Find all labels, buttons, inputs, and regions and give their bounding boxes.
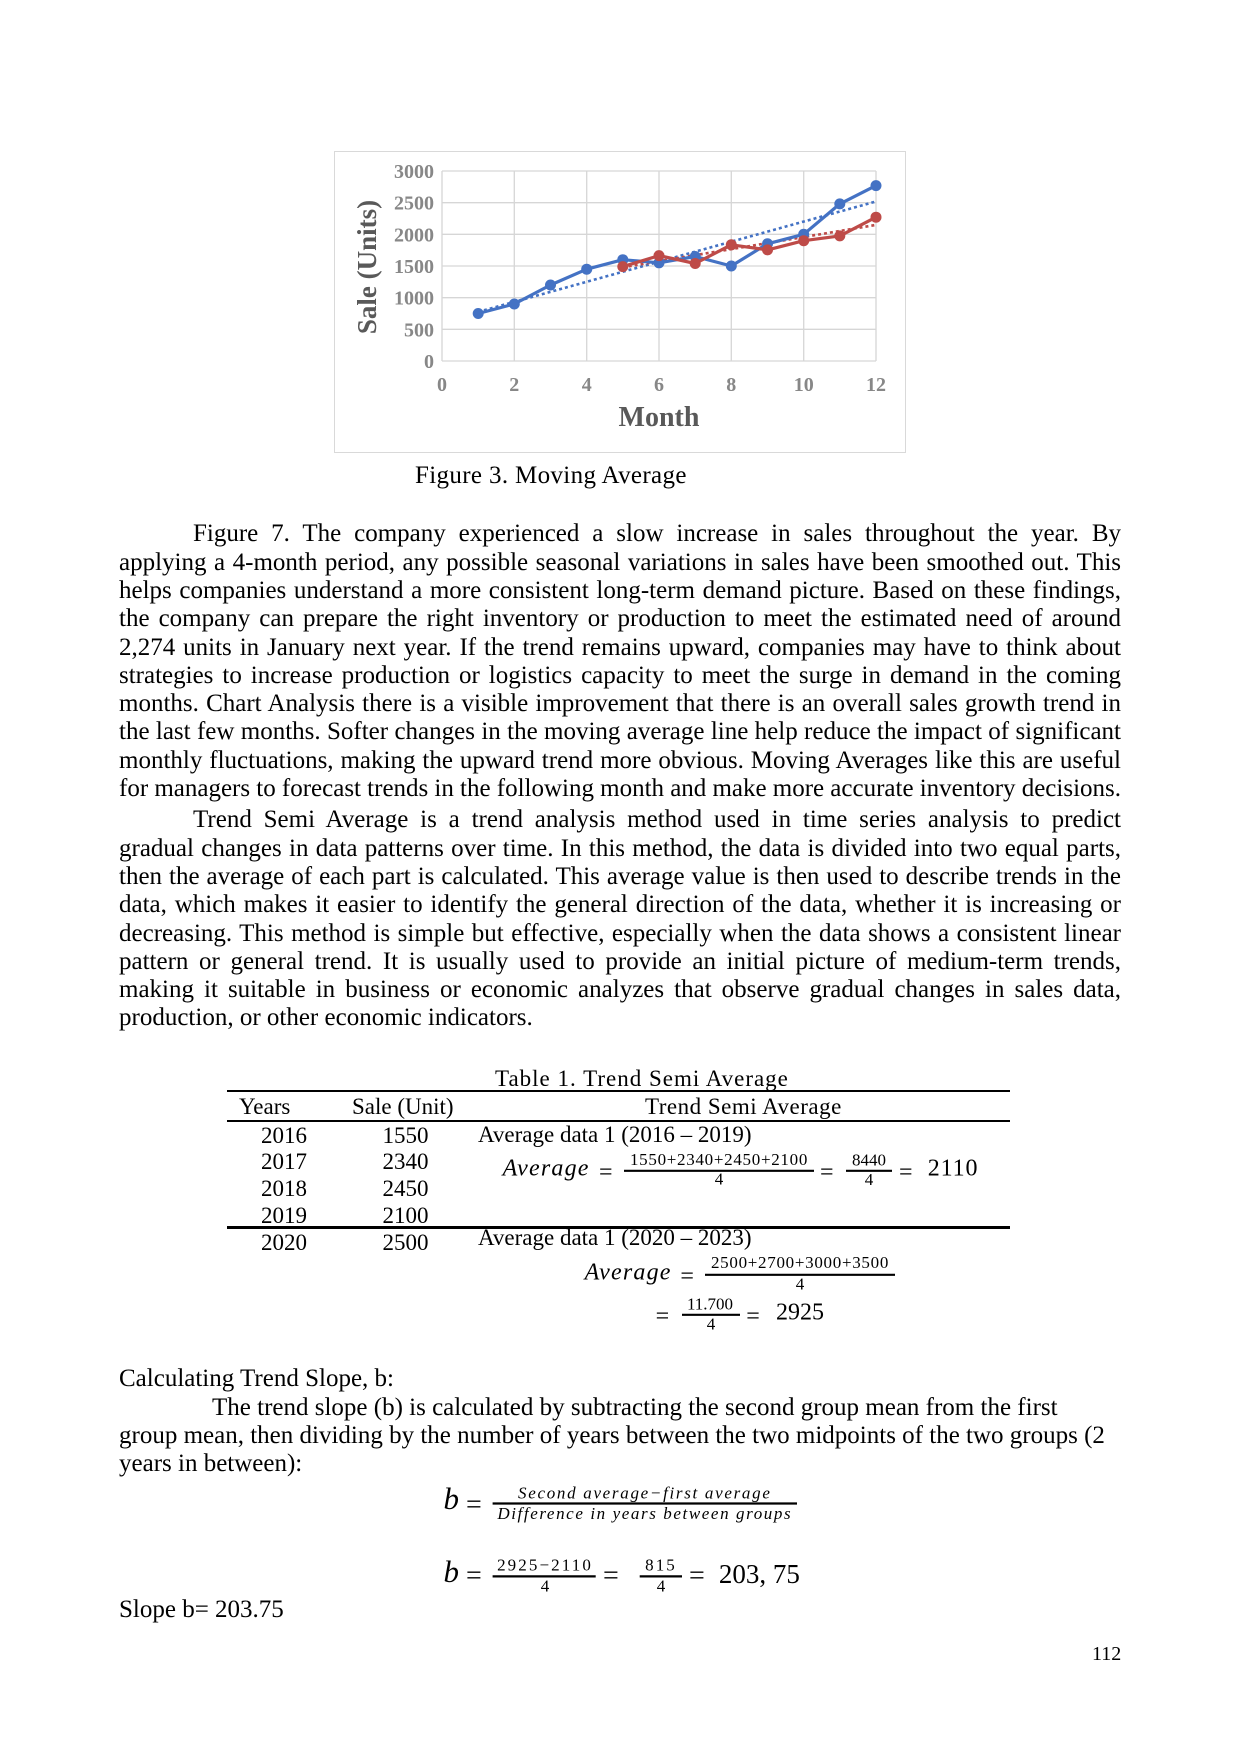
svg-text:500: 500	[404, 319, 434, 341]
svg-text:1500: 1500	[394, 256, 434, 278]
svg-text:=: =	[820, 1159, 834, 1185]
svg-text:=: =	[746, 1303, 760, 1329]
svg-text:Average: Average	[583, 1260, 672, 1286]
svg-text:Sale (Units): Sale (Units)	[352, 200, 382, 334]
svg-text:2925−2110: 2925−2110	[497, 1555, 593, 1574]
svg-text:=: =	[466, 1489, 482, 1520]
svg-text:8: 8	[726, 374, 736, 396]
svg-text:4: 4	[541, 1577, 550, 1596]
svg-text:0: 0	[424, 351, 434, 373]
svg-text:2500: 2500	[394, 193, 434, 215]
svg-text:1550+2340+2450+2100: 1550+2340+2450+2100	[630, 1150, 808, 1169]
svg-text:4: 4	[715, 1170, 724, 1189]
svg-text:b: b	[444, 1481, 460, 1516]
svg-text:b: b	[444, 1554, 460, 1589]
svg-text:=: =	[656, 1303, 670, 1329]
svg-text:11.700: 11.700	[687, 1294, 733, 1313]
svg-text:815: 815	[645, 1555, 677, 1574]
svg-text:3000: 3000	[394, 161, 434, 183]
svg-text:2500+2700+3000+3500: 2500+2700+3000+3500	[711, 1253, 889, 1272]
svg-text:4: 4	[707, 1315, 716, 1334]
svg-text:4: 4	[796, 1274, 805, 1293]
svg-text:Difference in years between gr: Difference in years between groups	[496, 1504, 792, 1523]
svg-text:=: =	[603, 1561, 619, 1592]
svg-text:4: 4	[657, 1577, 666, 1596]
svg-text:=: =	[466, 1561, 482, 1592]
svg-text:2925: 2925	[776, 1300, 824, 1326]
svg-text:10: 10	[794, 374, 814, 396]
svg-text:=: =	[680, 1264, 694, 1290]
svg-text:2000: 2000	[394, 224, 434, 246]
svg-text:12: 12	[866, 374, 886, 396]
svg-text:=: =	[899, 1159, 913, 1185]
svg-text:4: 4	[865, 1170, 874, 1189]
svg-text:Average: Average	[501, 1155, 590, 1181]
svg-text:2110: 2110	[928, 1156, 979, 1182]
svg-text:1000: 1000	[394, 288, 434, 310]
svg-text:6: 6	[654, 374, 664, 396]
svg-text:=: =	[599, 1159, 613, 1185]
svg-text:203, 75: 203, 75	[719, 1559, 800, 1589]
svg-text:Month: Month	[619, 402, 700, 433]
svg-text:8440: 8440	[852, 1150, 886, 1169]
svg-text:=: =	[689, 1561, 705, 1592]
svg-text:Second average−first average: Second average−first average	[518, 1484, 772, 1503]
svg-text:0: 0	[437, 374, 447, 396]
svg-text:4: 4	[582, 374, 592, 396]
svg-text:2: 2	[509, 374, 519, 396]
